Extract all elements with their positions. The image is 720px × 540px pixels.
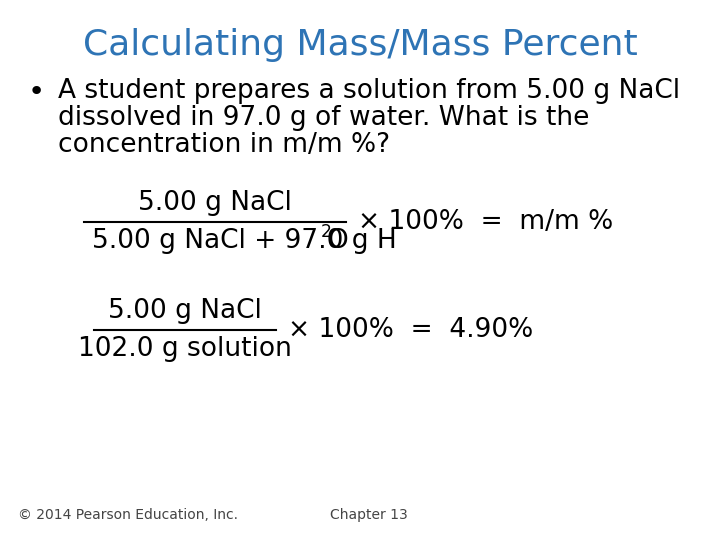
Text: 102.0 g solution: 102.0 g solution xyxy=(78,336,292,362)
Text: Calculating Mass/Mass Percent: Calculating Mass/Mass Percent xyxy=(83,28,637,62)
Text: •: • xyxy=(28,78,45,106)
Text: 5.00 g NaCl + 97.0 g H: 5.00 g NaCl + 97.0 g H xyxy=(92,228,397,254)
Text: © 2014 Pearson Education, Inc.: © 2014 Pearson Education, Inc. xyxy=(18,508,238,522)
Text: A student prepares a solution from 5.00 g NaCl: A student prepares a solution from 5.00 … xyxy=(58,78,680,104)
Text: × 100%  =  4.90%: × 100% = 4.90% xyxy=(288,317,534,343)
Text: 5.00 g NaCl: 5.00 g NaCl xyxy=(108,298,262,324)
Text: 5.00 g NaCl: 5.00 g NaCl xyxy=(138,190,292,216)
Text: dissolved in 97.0 g of water. What is the: dissolved in 97.0 g of water. What is th… xyxy=(58,105,590,131)
Text: 2: 2 xyxy=(320,223,331,241)
Text: × 100%  =  m/m %: × 100% = m/m % xyxy=(358,209,613,235)
Text: O: O xyxy=(328,228,348,254)
Text: concentration in m/m %?: concentration in m/m %? xyxy=(58,132,390,158)
Text: Chapter 13: Chapter 13 xyxy=(330,508,408,522)
